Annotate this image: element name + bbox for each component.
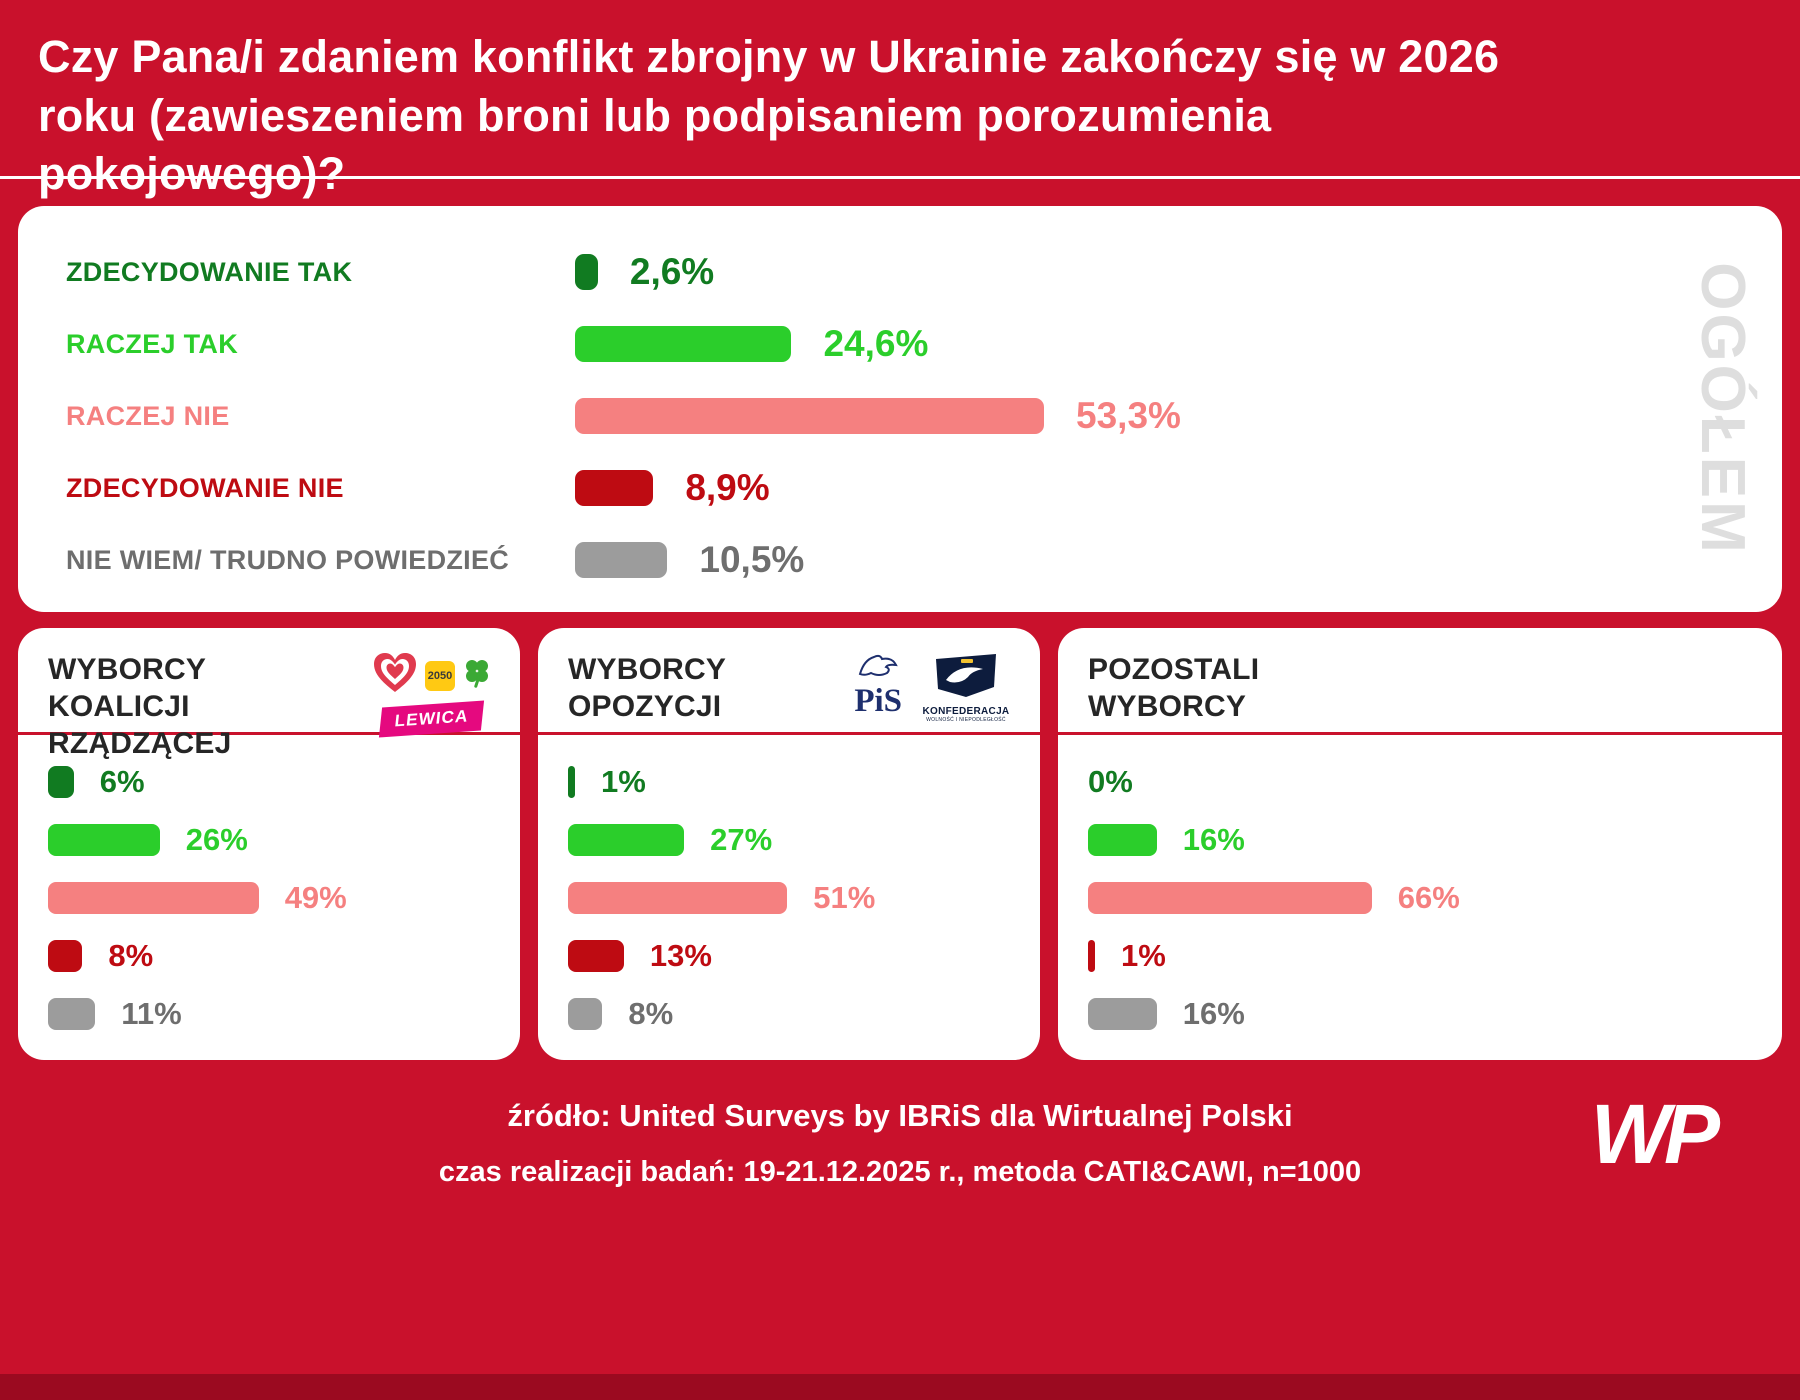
answer-label: ZDECYDOWANIE NIE bbox=[66, 472, 344, 503]
value-label: 26% bbox=[185, 822, 248, 857]
pis-logo: PiS bbox=[854, 652, 902, 718]
panel-divider bbox=[1058, 732, 1782, 735]
bar bbox=[48, 940, 83, 972]
bar bbox=[568, 882, 788, 914]
value-label: 16% bbox=[1182, 822, 1245, 857]
panel-row: 26% bbox=[48, 811, 492, 869]
panel-row: 1% bbox=[1088, 927, 1754, 985]
panel-row: 16% bbox=[1088, 985, 1754, 1043]
panel-row: 13% bbox=[568, 927, 1012, 985]
panel-row: 8% bbox=[48, 927, 492, 985]
value-label: 8,9% bbox=[685, 467, 770, 508]
value-label: 66% bbox=[1397, 880, 1460, 915]
panel-row: 16% bbox=[1088, 811, 1754, 869]
footer: źródło: United Surveys by IBRiS dla Wirt… bbox=[0, 1098, 1800, 1189]
panel-row: 8% bbox=[568, 985, 1012, 1043]
overall-row: ZDECYDOWANIE TAK 2,6% bbox=[66, 236, 1782, 308]
panel-row: 6% bbox=[48, 753, 492, 811]
panel-title: WYBORCY OPOZYCJI bbox=[568, 653, 727, 723]
overall-row: RACZEJ TAK 24,6% bbox=[66, 308, 1782, 380]
value-label: 24,6% bbox=[823, 323, 929, 364]
panel-row: 11% bbox=[48, 985, 492, 1043]
bar bbox=[1088, 882, 1372, 914]
panel-row: 27% bbox=[568, 811, 1012, 869]
bar bbox=[48, 824, 160, 856]
psl-clover-icon bbox=[462, 657, 492, 694]
overall-row: NIE WIEM/ TRUDNO POWIEDZIEĆ 10,5% bbox=[66, 524, 1782, 596]
answer-label: ZDECYDOWANIE TAK bbox=[66, 256, 353, 287]
answer-label: RACZEJ TAK bbox=[66, 328, 239, 359]
bottom-strip bbox=[0, 1374, 1800, 1400]
value-label: 13% bbox=[649, 938, 712, 973]
overall-row: ZDECYDOWANIE NIE 8,9% bbox=[66, 452, 1782, 524]
bar bbox=[1088, 940, 1095, 972]
konfederacja-eagle-icon bbox=[933, 652, 999, 703]
panel-pozostali: POZOSTALI WYBORCY 0% 16% 66% bbox=[1058, 628, 1782, 1060]
panel-divider bbox=[18, 732, 520, 735]
bar bbox=[575, 254, 598, 290]
value-label: 11% bbox=[121, 996, 182, 1031]
value-label: 10,5% bbox=[699, 539, 805, 580]
answer-label: NIE WIEM/ TRUDNO POWIEDZIEĆ bbox=[66, 544, 510, 575]
bar bbox=[575, 398, 1045, 434]
bar bbox=[575, 542, 668, 578]
methodology-text: czas realizacji badań: 19-21.12.2025 r.,… bbox=[438, 1156, 1362, 1188]
ko-heart-icon bbox=[372, 652, 418, 699]
panel-divider bbox=[538, 732, 1040, 735]
value-label: 16% bbox=[1182, 996, 1245, 1031]
bar bbox=[48, 766, 74, 798]
bar bbox=[1088, 998, 1157, 1030]
pis-eagle-icon bbox=[857, 652, 899, 683]
lewica-logo: LEWICA bbox=[379, 700, 485, 738]
answer-label: RACZEJ NIE bbox=[66, 400, 230, 431]
value-label: 27% bbox=[710, 822, 773, 857]
bar bbox=[575, 470, 654, 506]
value-label: 8% bbox=[628, 996, 674, 1031]
value-label: 53,3% bbox=[1076, 395, 1181, 436]
panel-row: 0% bbox=[1088, 753, 1754, 811]
panel-row: 51% bbox=[568, 869, 1012, 927]
panel-title: POZOSTALI WYBORCY bbox=[1088, 653, 1260, 723]
polska2050-icon: 2050 bbox=[425, 660, 455, 691]
bar bbox=[568, 824, 685, 856]
koalicja-logos: 2050 LEWICA bbox=[372, 652, 492, 738]
value-label: 1% bbox=[1121, 938, 1166, 973]
panel-koalicja: WYBORCY KOALICJI RZĄDZĄCEJ 2050 bbox=[18, 628, 520, 1060]
value-label: 49% bbox=[284, 880, 347, 915]
value-label: 6% bbox=[99, 764, 145, 799]
bar bbox=[575, 326, 792, 362]
overall-watermark: OGÓŁEM bbox=[1688, 262, 1757, 556]
page-title: Czy Pana/i zdaniem konflikt zbrojny w Uk… bbox=[38, 31, 1500, 199]
panel-row: 66% bbox=[1088, 869, 1754, 927]
bar bbox=[568, 998, 603, 1030]
bar bbox=[48, 882, 259, 914]
title-divider bbox=[0, 176, 1800, 179]
wp-logo: WP bbox=[1590, 1087, 1720, 1181]
panel-row: 49% bbox=[48, 869, 492, 927]
panel-opozycja: WYBORCY OPOZYCJI PiS bbox=[538, 628, 1040, 1060]
value-label: 8% bbox=[108, 938, 154, 973]
value-label: 1% bbox=[601, 764, 646, 799]
source-text: źródło: United Surveys by IBRiS dla Wirt… bbox=[507, 1098, 1293, 1133]
overall-row: RACZEJ NIE 53,3% bbox=[66, 380, 1782, 452]
bar bbox=[48, 998, 96, 1030]
group-panels: WYBORCY KOALICJI RZĄDZĄCEJ 2050 bbox=[18, 628, 1782, 1060]
overall-panel: ZDECYDOWANIE TAK 2,6% RACZEJ TAK 24,6% R… bbox=[18, 206, 1782, 612]
panel-row: 1% bbox=[568, 753, 1012, 811]
konfederacja-logo: KONFEDERACJA WOLNOŚĆ I NIEPODLEGŁOŚĆ bbox=[920, 652, 1012, 723]
bar bbox=[568, 940, 624, 972]
value-label: 0% bbox=[1088, 764, 1133, 799]
bar bbox=[1088, 824, 1157, 856]
panel-title: WYBORCY KOALICJI RZĄDZĄCEJ bbox=[48, 653, 232, 760]
bar bbox=[568, 766, 575, 798]
value-label: 2,6% bbox=[629, 251, 715, 292]
opozycja-logos: PiS KONFEDERACJA WOLNOŚĆ I NIEPODLEGŁOŚĆ bbox=[854, 652, 1012, 723]
value-label: 51% bbox=[813, 880, 876, 915]
